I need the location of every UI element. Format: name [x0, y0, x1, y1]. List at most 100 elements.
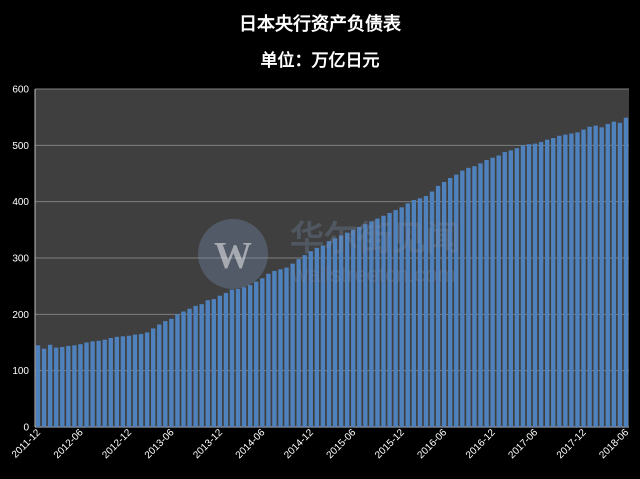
- bar: [205, 300, 210, 427]
- bar: [332, 238, 338, 427]
- y-tick-label: 200: [12, 310, 29, 321]
- bar: [108, 337, 113, 427]
- bar: [611, 121, 617, 428]
- bar: [502, 152, 507, 427]
- bar: [320, 245, 326, 427]
- y-tick-label: 600: [12, 85, 29, 96]
- bar: [138, 334, 144, 427]
- bar: [605, 123, 610, 428]
- bar: [454, 174, 459, 427]
- bar: [229, 289, 235, 427]
- bar: [247, 285, 253, 427]
- bar: [369, 221, 374, 427]
- bar: [187, 308, 192, 427]
- chart-title: 日本央行资产负债表: [239, 13, 402, 35]
- bar: [587, 126, 592, 428]
- bar: [411, 199, 416, 427]
- bar: [326, 241, 332, 427]
- bar: [484, 159, 489, 428]
- watermark: W 华尔街见闻 wallstreetcn.com: [198, 219, 460, 289]
- watermark-text-cn: 华尔街见闻: [290, 219, 460, 259]
- bar: [435, 185, 441, 427]
- bar: [520, 145, 526, 427]
- bar: [617, 122, 623, 428]
- bar: [526, 144, 532, 427]
- bar: [563, 134, 568, 427]
- bar: [223, 292, 229, 427]
- bar: [575, 132, 580, 427]
- bar: [417, 198, 423, 427]
- bar: [199, 304, 204, 427]
- bar: [66, 345, 71, 427]
- bar: [114, 336, 119, 427]
- bar: [72, 345, 77, 427]
- y-tick-label: 300: [12, 254, 29, 265]
- bar: [448, 178, 453, 427]
- bar: [120, 336, 126, 427]
- bar: [441, 181, 447, 427]
- bar: [423, 196, 429, 427]
- bar: [363, 224, 368, 427]
- bar: [181, 311, 186, 427]
- bar: [284, 267, 289, 427]
- bar: [102, 339, 107, 427]
- bar: [314, 247, 320, 427]
- bar: [132, 334, 138, 427]
- y-tick-label: 500: [12, 141, 29, 152]
- bar: [266, 273, 271, 427]
- bar: [126, 335, 132, 427]
- bar: [302, 255, 307, 427]
- bar: [296, 259, 301, 427]
- bar: [308, 251, 313, 427]
- bar: [60, 347, 65, 427]
- bar: [41, 348, 47, 427]
- bar: [551, 138, 556, 427]
- bar: [478, 163, 483, 428]
- bar: [466, 167, 471, 427]
- bar: [84, 342, 89, 427]
- watermark-text-en: wallstreetcn.com: [291, 262, 456, 287]
- bar: [472, 166, 477, 427]
- bar: [35, 345, 41, 427]
- bar: [90, 341, 95, 427]
- bar: [157, 324, 162, 427]
- bar: [381, 215, 386, 427]
- bar: [235, 288, 241, 427]
- bar: [544, 139, 550, 427]
- bar: [351, 229, 356, 427]
- y-tick-label: 400: [12, 197, 29, 208]
- bar: [405, 203, 410, 427]
- bar: [538, 141, 544, 427]
- bar: [211, 299, 216, 427]
- watermark-logo-icon: [198, 219, 268, 289]
- bar: [623, 117, 629, 427]
- bar: [260, 278, 265, 427]
- bar: [241, 287, 247, 427]
- bar: [169, 318, 174, 427]
- bar: [399, 207, 404, 427]
- bar: [151, 328, 156, 427]
- bar: [460, 170, 465, 427]
- bar: [290, 263, 295, 427]
- bar: [514, 148, 520, 427]
- y-tick-label: 100: [12, 366, 29, 377]
- bar: [272, 270, 277, 427]
- bar: [557, 135, 562, 427]
- bar: [278, 269, 283, 427]
- chart-subtitle: 单位：万亿日元: [261, 50, 380, 71]
- bar: [375, 218, 380, 427]
- bar: [193, 305, 198, 427]
- watermark-logo-letter: W: [214, 235, 252, 277]
- bar: [429, 191, 435, 427]
- bar: [96, 340, 101, 427]
- bar: [254, 281, 259, 427]
- bar: [387, 212, 392, 427]
- bar: [490, 157, 495, 428]
- bar: [569, 133, 574, 427]
- bars: [35, 117, 629, 428]
- bar: [581, 129, 586, 427]
- bar: [593, 125, 598, 428]
- bar: [54, 347, 59, 427]
- bar: [338, 235, 344, 427]
